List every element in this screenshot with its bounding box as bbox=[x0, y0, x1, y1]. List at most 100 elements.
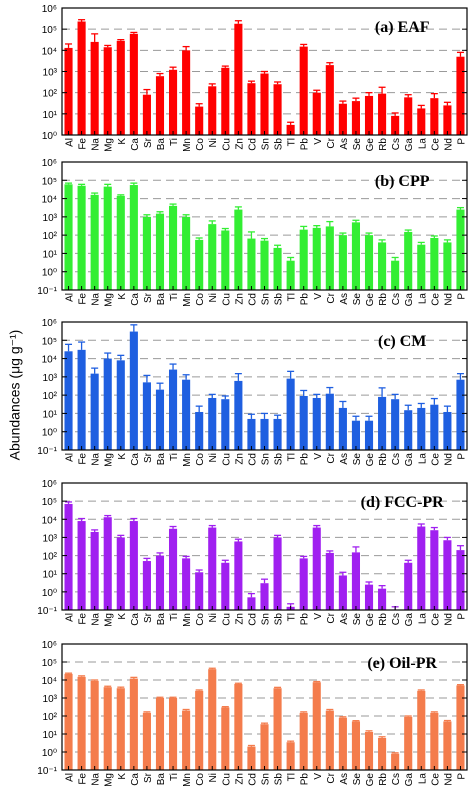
bar-Ni bbox=[208, 224, 217, 290]
bar-Rb bbox=[378, 588, 387, 610]
x-tick-label-Na: Na bbox=[91, 453, 102, 466]
x-tick-label-La: La bbox=[417, 293, 428, 305]
y-axis-label-text: Abundances (μg g⁻¹) bbox=[6, 329, 23, 461]
y-tick-label: 10⁵ bbox=[42, 658, 57, 669]
x-tick-label-K: K bbox=[117, 293, 128, 300]
x-tick-label-Ce: Ce bbox=[430, 613, 441, 626]
x-tick-label-Sr: Sr bbox=[143, 137, 154, 148]
bar-Sn bbox=[260, 240, 269, 290]
y-tick-label: 10¹ bbox=[43, 409, 58, 420]
x-tick-label-Al: Al bbox=[65, 293, 76, 302]
bar-Cs bbox=[391, 260, 400, 290]
bar-Co bbox=[195, 690, 204, 770]
x-tick-label-P: P bbox=[456, 293, 467, 300]
x-tick-label-P: P bbox=[456, 138, 467, 145]
bar-Ti bbox=[168, 69, 178, 135]
x-tick-label-Mn: Mn bbox=[182, 138, 193, 152]
bar-Ga bbox=[404, 231, 413, 290]
bar-Ni bbox=[208, 527, 217, 610]
x-tick-label-Pb: Pb bbox=[300, 138, 311, 151]
x-tick-label-Sn: Sn bbox=[261, 138, 272, 150]
bar-Ca bbox=[129, 678, 138, 770]
x-tick-label-Cd: Cd bbox=[247, 453, 258, 466]
x-tick-label-Tl: Tl bbox=[287, 138, 298, 146]
bar-P bbox=[456, 56, 465, 135]
panel-4: 10⁻¹ 10⁰ 10¹ 10² 10³ 10⁴ 10⁵ 10⁶ Al Fe Na Mg K Ca Sr Ba… bbox=[37, 479, 468, 627]
x-tick-label-Cu: Cu bbox=[221, 453, 232, 466]
bar-Mg bbox=[103, 186, 112, 290]
x-tick-label-As: As bbox=[339, 613, 350, 625]
bar-K bbox=[116, 40, 125, 136]
y-tick-label: 10⁻¹ bbox=[37, 606, 57, 617]
bar-P bbox=[456, 550, 465, 610]
bar-Na bbox=[90, 41, 99, 135]
y-tick-label: 10⁰ bbox=[42, 428, 57, 439]
x-tick-label-Mn: Mn bbox=[182, 453, 193, 467]
bar-La bbox=[417, 407, 426, 450]
bar-Ba bbox=[155, 389, 165, 450]
x-tick-label-Ba: Ba bbox=[156, 773, 167, 786]
bar-Cr bbox=[325, 226, 334, 290]
x-tick-label-K: K bbox=[117, 613, 128, 620]
bar-Pb bbox=[299, 712, 308, 770]
bar-Al bbox=[64, 47, 73, 135]
bar-V bbox=[312, 397, 321, 450]
bar-Ce bbox=[430, 530, 439, 610]
x-tick-label-As: As bbox=[339, 138, 350, 150]
x-tick-label-Al: Al bbox=[65, 613, 76, 622]
y-tick-label: 10³ bbox=[43, 68, 58, 79]
x-tick-label-Na: Na bbox=[91, 773, 102, 786]
bar-Al bbox=[64, 503, 73, 610]
x-tick-label-P: P bbox=[456, 453, 467, 460]
x-tick-label-Zn: Zn bbox=[234, 453, 245, 465]
panel-title: (c) CM bbox=[378, 333, 426, 350]
x-tick-label-Ge: Ge bbox=[365, 293, 376, 307]
x-tick-label-Se: Se bbox=[352, 453, 363, 466]
x-tick-label-Zn: Zn bbox=[234, 293, 245, 305]
x-tick-label-Ni: Ni bbox=[208, 138, 219, 147]
bar-Fe bbox=[77, 676, 86, 770]
x-tick-label-Se: Se bbox=[352, 613, 363, 626]
x-tick-label-Fe: Fe bbox=[78, 773, 89, 785]
x-tick-label-Mg: Mg bbox=[104, 453, 115, 467]
bar-K bbox=[116, 195, 125, 290]
bar-Ge bbox=[364, 584, 374, 610]
bar-Ge bbox=[364, 731, 374, 770]
bar-Sn bbox=[260, 724, 269, 770]
bar-Cd bbox=[247, 238, 256, 290]
bar-As bbox=[338, 103, 347, 135]
y-tick-label: 10³ bbox=[43, 694, 58, 705]
y-tick-label: 10⁵ bbox=[42, 176, 57, 187]
x-tick-label-Na: Na bbox=[91, 293, 102, 306]
panel-title: (b) CPP bbox=[375, 173, 430, 190]
x-tick-label-Co: Co bbox=[195, 453, 206, 466]
y-tick-label: 10⁰ bbox=[42, 131, 57, 142]
bar-Ce bbox=[430, 237, 439, 290]
x-tick-label-Pb: Pb bbox=[300, 453, 311, 466]
panel-2: 10⁻¹ 10⁰ 10¹ 10² 10³ 10⁴ 10⁵ 10⁶ Al Fe Na Mg K Ca Sr Ba… bbox=[37, 158, 468, 307]
x-tick-label-K: K bbox=[117, 453, 128, 460]
y-tick-label: 10⁵ bbox=[42, 497, 57, 508]
bar-Mg bbox=[103, 687, 112, 770]
panel-title: (a) EAF bbox=[375, 19, 430, 36]
x-tick-label-Ti: Ti bbox=[169, 293, 180, 301]
x-tick-label-Ti: Ti bbox=[169, 453, 180, 461]
y-tick-label: 10⁴ bbox=[42, 515, 57, 526]
bar-V bbox=[312, 92, 321, 135]
bar-Sr bbox=[142, 561, 151, 610]
x-tick-label-Nd: Nd bbox=[443, 613, 454, 626]
x-tick-label-Cu: Cu bbox=[221, 773, 232, 786]
y-tick-label: 10⁰ bbox=[42, 268, 57, 279]
bar-La bbox=[417, 526, 426, 610]
x-tick-label-Tl: Tl bbox=[287, 293, 298, 301]
y-tick-label: 10⁵ bbox=[42, 336, 57, 347]
bar-Tl bbox=[286, 260, 295, 290]
bar-Al bbox=[64, 184, 73, 290]
bar-Cd bbox=[247, 83, 256, 135]
y-tick-label: 10¹ bbox=[43, 110, 58, 121]
x-tick-label-Cr: Cr bbox=[326, 292, 337, 303]
x-tick-label-Ti: Ti bbox=[169, 613, 180, 621]
bar-Sr bbox=[142, 94, 151, 135]
bar-Ga bbox=[404, 97, 413, 135]
x-tick-label-Cr: Cr bbox=[326, 612, 337, 623]
